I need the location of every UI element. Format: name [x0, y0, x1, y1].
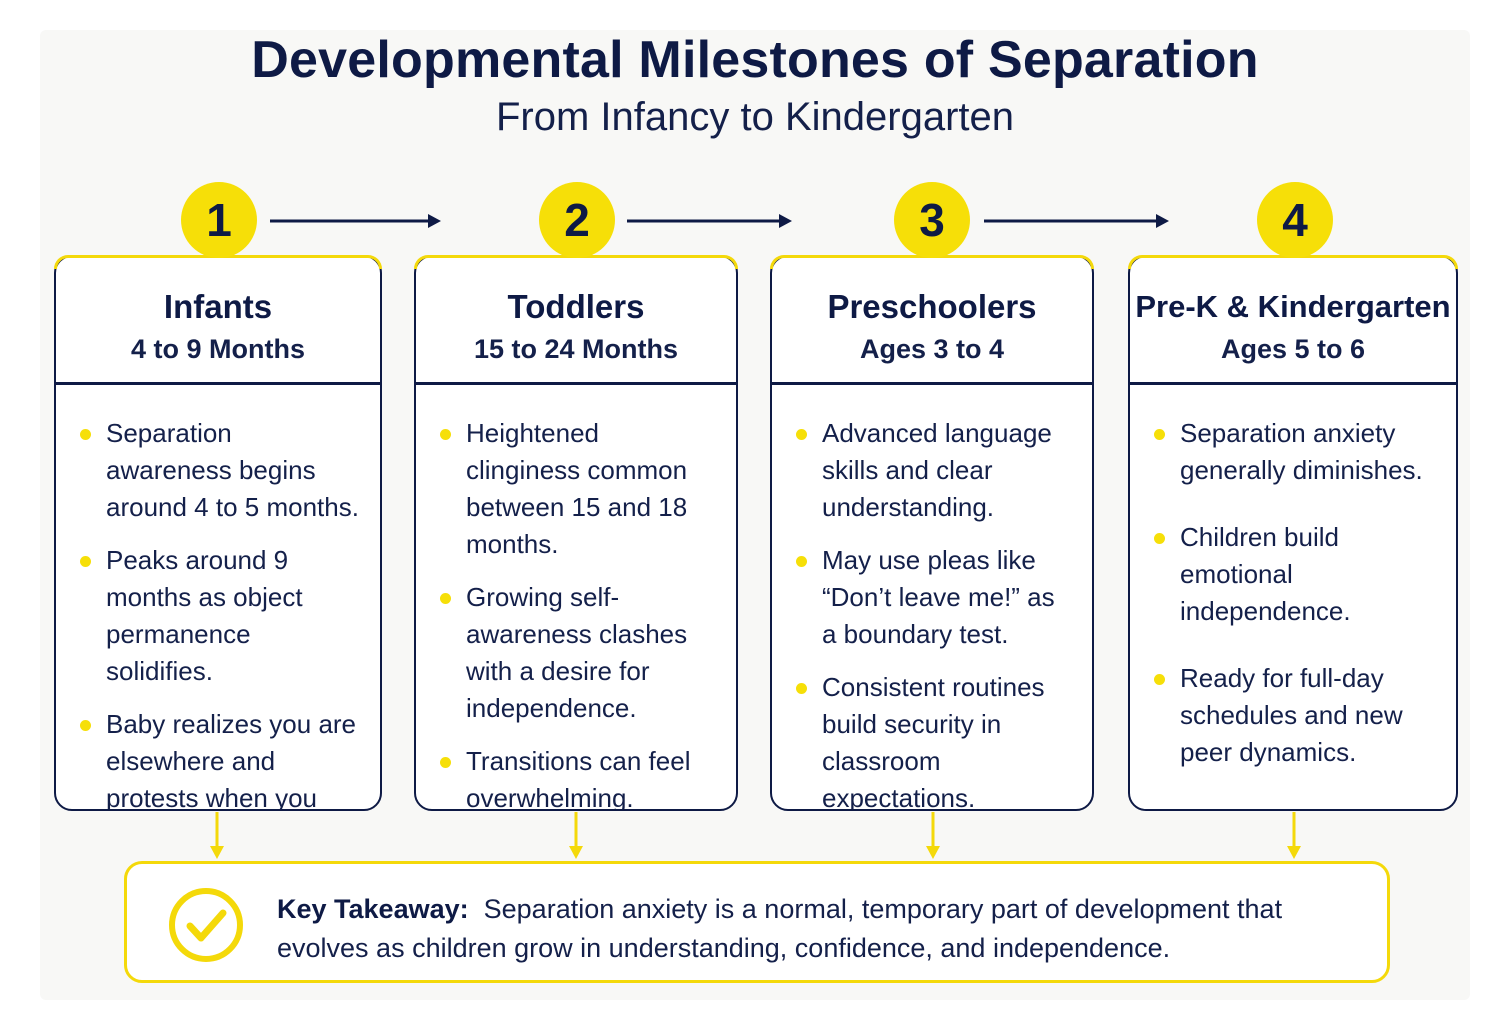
stage-name: Toddlers — [507, 288, 645, 325]
stage-name: Preschoolers — [827, 288, 1037, 325]
stage-card-body: Advanced language skills and clear under… — [772, 385, 1092, 811]
step-3-badge: 3 — [894, 182, 970, 258]
step-1-badge: 1 — [181, 182, 257, 258]
stage-card-prek-kindergarten: Pre-K & Kindergarten Ages 5 to 6 Separat… — [1128, 255, 1458, 811]
bullet-dot-icon — [80, 720, 91, 731]
stage-card-header: Preschoolers Ages 3 to 4 — [772, 257, 1092, 385]
bullet-text: Transitions can feel overwhelming. — [466, 746, 691, 811]
stage-name: Infants — [163, 288, 273, 325]
arrow-right-icon — [984, 214, 1169, 228]
stage-age: 4 to 9 Months — [131, 334, 305, 364]
check-circle-icon — [169, 888, 243, 962]
list-item: Separation awareness begins around 4 to … — [78, 415, 362, 526]
bullet-text: Separation awareness begins around 4 to … — [106, 418, 359, 522]
bullet-dot-icon — [440, 429, 451, 440]
bullet-text: Ready for full-day schedules and new pee… — [1180, 663, 1403, 767]
key-takeaway-label: Key Takeaway: — [277, 894, 469, 924]
arrow-down-icon — [926, 812, 940, 859]
list-item: Transitions can feel overwhelming. — [438, 743, 718, 811]
bullet-dot-icon — [440, 757, 451, 768]
bullet-text: Advanced language skills and clear under… — [822, 418, 1052, 522]
stage-age: Ages 3 to 4 — [859, 334, 1005, 364]
stage-card-preschoolers: Preschoolers Ages 3 to 4 Advanced langua… — [770, 255, 1094, 811]
page-title: Developmental Milestones of Separation — [251, 31, 1259, 89]
bullet-text: Baby realizes you are elsewhere and prot… — [106, 709, 357, 811]
bullet-dot-icon — [796, 683, 807, 694]
list-item: Peaks around 9 months as object permanen… — [78, 542, 362, 690]
list-item: Ready for full-day schedules and new pee… — [1152, 660, 1438, 771]
arrow-right-icon — [627, 214, 792, 228]
arrow-down-icon — [1287, 812, 1301, 859]
arrow-down-icon — [210, 812, 224, 859]
list-item: Children build emotional independence. — [1152, 519, 1438, 630]
key-takeaway-text: Key Takeaway: Separation anxiety is a no… — [277, 890, 1367, 968]
bullet-dot-icon — [1154, 533, 1165, 544]
stage-card-header: Toddlers 15 to 24 Months — [416, 257, 736, 385]
bullet-dot-icon — [1154, 674, 1165, 685]
bullet-text: Peaks around 9 months as object permanen… — [106, 545, 303, 686]
bullet-dot-icon — [796, 556, 807, 567]
bullet-dot-icon — [440, 593, 451, 604]
step-4-badge: 4 — [1257, 182, 1333, 258]
list-item: Growing self-awareness clashes with a de… — [438, 579, 718, 727]
bullet-dot-icon — [796, 429, 807, 440]
key-takeaway-box: Key Takeaway: Separation anxiety is a no… — [124, 861, 1390, 983]
bullet-text: May use pleas like “Don’t leave me!” as … — [822, 545, 1055, 649]
stage-age: 15 to 24 Months — [473, 334, 679, 364]
list-item: Separation anxiety generally diminishes. — [1152, 415, 1438, 489]
step-2-badge: 2 — [539, 182, 615, 258]
bullet-text: Heightened clinginess common between 15 … — [466, 418, 688, 559]
stage-card-header: Pre-K & Kindergarten Ages 5 to 6 — [1130, 257, 1456, 385]
bullet-text: Growing self-awareness clashes with a de… — [466, 582, 688, 723]
bullet-text: Children build emotional independence. — [1180, 522, 1351, 626]
arrow-right-icon — [270, 214, 441, 228]
page-subtitle: From Infancy to Kindergarten — [495, 95, 1015, 139]
stage-card-body: Heightened clinginess common between 15 … — [416, 385, 736, 811]
stage-age: Ages 5 to 6 — [1220, 334, 1366, 364]
list-item: Heightened clinginess common between 15 … — [438, 415, 718, 563]
bullet-dot-icon — [80, 556, 91, 567]
list-item: Advanced language skills and clear under… — [794, 415, 1074, 526]
arrow-down-icon — [569, 812, 583, 859]
stage-card-body: Separation anxiety generally diminishes.… — [1130, 385, 1456, 771]
bullet-dot-icon — [1154, 429, 1165, 440]
list-item: Baby realizes you are elsewhere and prot… — [78, 706, 362, 811]
bullet-text: Separation anxiety generally diminishes. — [1180, 418, 1423, 485]
stage-card-header: Infants 4 to 9 Months — [56, 257, 380, 385]
stage-card-toddlers: Toddlers 15 to 24 Months Heightened clin… — [414, 255, 738, 811]
stage-name: Pre-K & Kindergarten — [1135, 289, 1451, 324]
stage-card-body: Separation awareness begins around 4 to … — [56, 385, 380, 811]
bullet-text: Consistent routines build security in cl… — [822, 672, 1045, 811]
bullet-dot-icon — [80, 429, 91, 440]
list-item: May use pleas like “Don’t leave me!” as … — [794, 542, 1074, 653]
key-takeaway-body: Separation anxiety is a normal, temporar… — [277, 894, 1283, 963]
stage-card-infants: Infants 4 to 9 Months Separation awarene… — [54, 255, 382, 811]
list-item: Consistent routines build security in cl… — [794, 669, 1074, 811]
